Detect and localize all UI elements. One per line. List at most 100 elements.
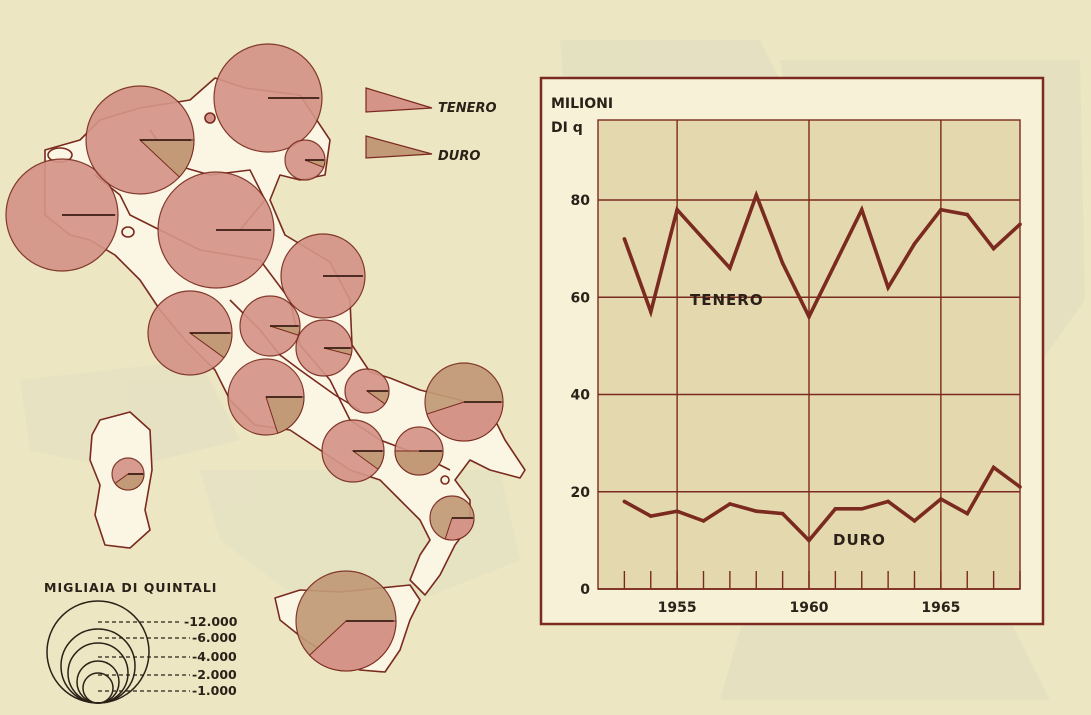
series-line-tenero bbox=[622, 189, 1022, 321]
data-point bbox=[859, 506, 864, 511]
data-point bbox=[991, 465, 996, 470]
size-circle-12000 bbox=[46, 600, 150, 704]
size-legend: MIGLIAIA DI QUINTALI -12.000 -6.000 -4.0… bbox=[44, 580, 238, 704]
y-axis-label-unit: DI q bbox=[551, 120, 583, 136]
data-point bbox=[648, 310, 653, 314]
series-line-duro bbox=[623, 464, 1022, 544]
chart-ticks bbox=[598, 571, 1021, 590]
production-wedge bbox=[351, 450, 385, 470]
small-island bbox=[440, 475, 450, 485]
production-wedge bbox=[308, 620, 397, 672]
x-tick-label: 1960 bbox=[790, 600, 829, 616]
small-island bbox=[204, 112, 216, 124]
data-point bbox=[622, 499, 627, 504]
data-point bbox=[912, 241, 917, 246]
series-label-tenero: TENERO bbox=[690, 291, 764, 309]
region-circle bbox=[157, 171, 275, 289]
data-point bbox=[622, 237, 627, 241]
region-circle bbox=[429, 495, 475, 541]
production-wedge bbox=[426, 401, 504, 442]
region-circle bbox=[295, 570, 397, 672]
production-wedge bbox=[304, 159, 326, 169]
production-wedge bbox=[394, 450, 444, 476]
production-wedge bbox=[114, 473, 145, 491]
x-tick-label: 1965 bbox=[921, 600, 960, 616]
data-point bbox=[675, 509, 679, 513]
x-tick-label: 1955 bbox=[658, 600, 697, 616]
data-point bbox=[939, 497, 943, 501]
data-point bbox=[754, 193, 759, 197]
data-point bbox=[991, 246, 996, 251]
data-point bbox=[965, 212, 970, 217]
production-wedge bbox=[444, 517, 475, 541]
size-level-label: -2.000 bbox=[192, 667, 237, 682]
size-level-label: -4.000 bbox=[192, 649, 237, 664]
production-wedge bbox=[138, 139, 195, 178]
data-point bbox=[886, 499, 890, 504]
data-point bbox=[807, 538, 811, 543]
production-wedge bbox=[365, 390, 390, 405]
legend-label-tenero: TENERO bbox=[438, 101, 497, 116]
data-point bbox=[912, 519, 917, 523]
region-circle bbox=[295, 319, 353, 377]
size-circle-6000 bbox=[60, 628, 136, 704]
size-level-label: -12.000 bbox=[184, 614, 238, 629]
region-circle bbox=[213, 43, 323, 153]
y-tick-label: 60 bbox=[571, 290, 591, 306]
size-circle-1000 bbox=[82, 672, 114, 704]
production-wedge bbox=[265, 396, 305, 434]
production-wedge bbox=[188, 332, 233, 359]
legend-label-duro: DURO bbox=[438, 149, 480, 164]
region-circle bbox=[424, 362, 504, 442]
data-point bbox=[1018, 222, 1022, 227]
size-legend-title: MIGLIAIA DI QUINTALI bbox=[44, 580, 217, 595]
data-point bbox=[728, 266, 732, 270]
data-point bbox=[939, 207, 943, 212]
data-point bbox=[859, 207, 864, 212]
data-point bbox=[833, 506, 838, 511]
data-point bbox=[701, 519, 706, 523]
region-circle bbox=[284, 139, 326, 181]
y-tick-label: 80 bbox=[571, 193, 591, 209]
region-circle bbox=[111, 457, 145, 491]
data-point bbox=[807, 314, 811, 319]
region-circle bbox=[344, 368, 390, 414]
data-point bbox=[1018, 485, 1022, 489]
legend-wedge-duro bbox=[365, 135, 433, 159]
data-point bbox=[728, 502, 732, 506]
size-circle-2000 bbox=[76, 660, 120, 704]
data-point bbox=[965, 511, 970, 516]
region-circle bbox=[321, 419, 385, 483]
data-point bbox=[833, 261, 838, 266]
region-circle bbox=[280, 233, 366, 319]
production-wedge bbox=[323, 347, 353, 356]
y-tick-label: 20 bbox=[571, 485, 591, 501]
size-legend-circles bbox=[46, 600, 150, 704]
series-label-duro: DURO bbox=[833, 531, 886, 549]
region-circle bbox=[394, 426, 444, 476]
size-level-label: -6.000 bbox=[192, 630, 237, 645]
data-point bbox=[648, 514, 653, 518]
size-legend-leaders bbox=[98, 621, 190, 692]
wedge-legend: TENERO DURO bbox=[365, 87, 497, 164]
region-circle bbox=[227, 358, 305, 436]
region-circle bbox=[5, 158, 119, 272]
chart-series bbox=[622, 189, 1022, 544]
data-point bbox=[780, 261, 785, 266]
y-tick-label: 40 bbox=[571, 388, 591, 404]
data-point bbox=[886, 285, 890, 290]
region-circle bbox=[147, 290, 233, 376]
production-circles bbox=[5, 43, 504, 672]
data-point bbox=[754, 509, 759, 513]
data-point bbox=[780, 511, 785, 516]
legend-wedge-tenero bbox=[365, 87, 433, 113]
region-circle bbox=[239, 295, 301, 357]
data-point bbox=[675, 207, 679, 212]
size-level-label: -1.000 bbox=[192, 683, 237, 698]
data-point bbox=[701, 237, 706, 241]
region-circle bbox=[85, 85, 195, 195]
chart-panel: MILIONI DI q 0 20 40 60 80 1955 1960 1965 TENER… bbox=[539, 76, 1045, 626]
small-island bbox=[121, 226, 135, 238]
y-axis-label: MILIONI bbox=[551, 96, 613, 112]
